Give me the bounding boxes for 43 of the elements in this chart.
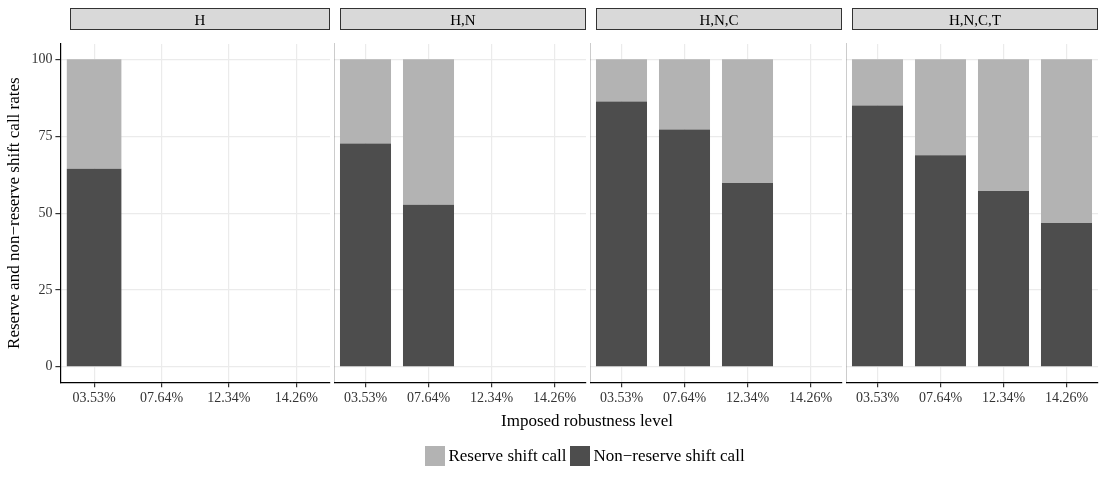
bar [595, 59, 648, 102]
bar [658, 59, 711, 130]
bar [658, 129, 711, 367]
x-tick-label: 03.53% [343, 390, 388, 406]
y-tick-label: 0 [45, 358, 53, 374]
bar [914, 155, 967, 367]
x-tick-label: 03.53% [855, 390, 900, 406]
y-axis-title: Reserve and non−reserve shift call rates [3, 77, 23, 349]
y-tick-label: 75 [38, 127, 53, 143]
chart-title: H [70, 8, 330, 30]
x-tick-label: 14.26% [274, 390, 319, 406]
x-tick-label: 14.26% [788, 390, 833, 406]
bar [1040, 222, 1093, 367]
bar [595, 101, 648, 367]
chart-title: H,N,C [596, 8, 842, 30]
y-tick-label: 25 [38, 281, 53, 297]
x-tick-label: 07.64% [918, 390, 963, 406]
x-tick-label: 12.34% [469, 390, 514, 406]
x-tick-label: 07.64% [662, 390, 707, 406]
chart-title: H,N [340, 8, 586, 30]
x-tick-label: 07.64% [139, 390, 184, 406]
x-tick-label: 14.26% [532, 390, 577, 406]
x-tick-label: 12.34% [725, 390, 770, 406]
y-tick-label: 100 [31, 51, 53, 67]
x-tick-label: 12.34% [207, 390, 251, 406]
x-tick-label: 03.53% [599, 390, 644, 406]
bar [977, 59, 1030, 191]
x-tick-label: 03.53% [72, 390, 117, 406]
bar [721, 59, 774, 183]
bar [1040, 59, 1093, 223]
legend-label: Reserve shift call [448, 446, 567, 466]
x-tick-label: 07.64% [406, 390, 451, 406]
x-axis-title: Imposed robustness level [500, 411, 674, 431]
x-tick-label: 14.26% [1044, 390, 1089, 406]
x-tick-label: 12.34% [981, 390, 1026, 406]
bar [914, 59, 967, 156]
y-tick-label: 50 [38, 204, 53, 220]
bar [851, 105, 904, 367]
bar [721, 182, 774, 367]
bar [977, 190, 1030, 367]
legend-label: Non−reserve shift call [593, 446, 745, 466]
bar [851, 59, 904, 106]
chart-title: H,N,C,T [852, 8, 1098, 30]
